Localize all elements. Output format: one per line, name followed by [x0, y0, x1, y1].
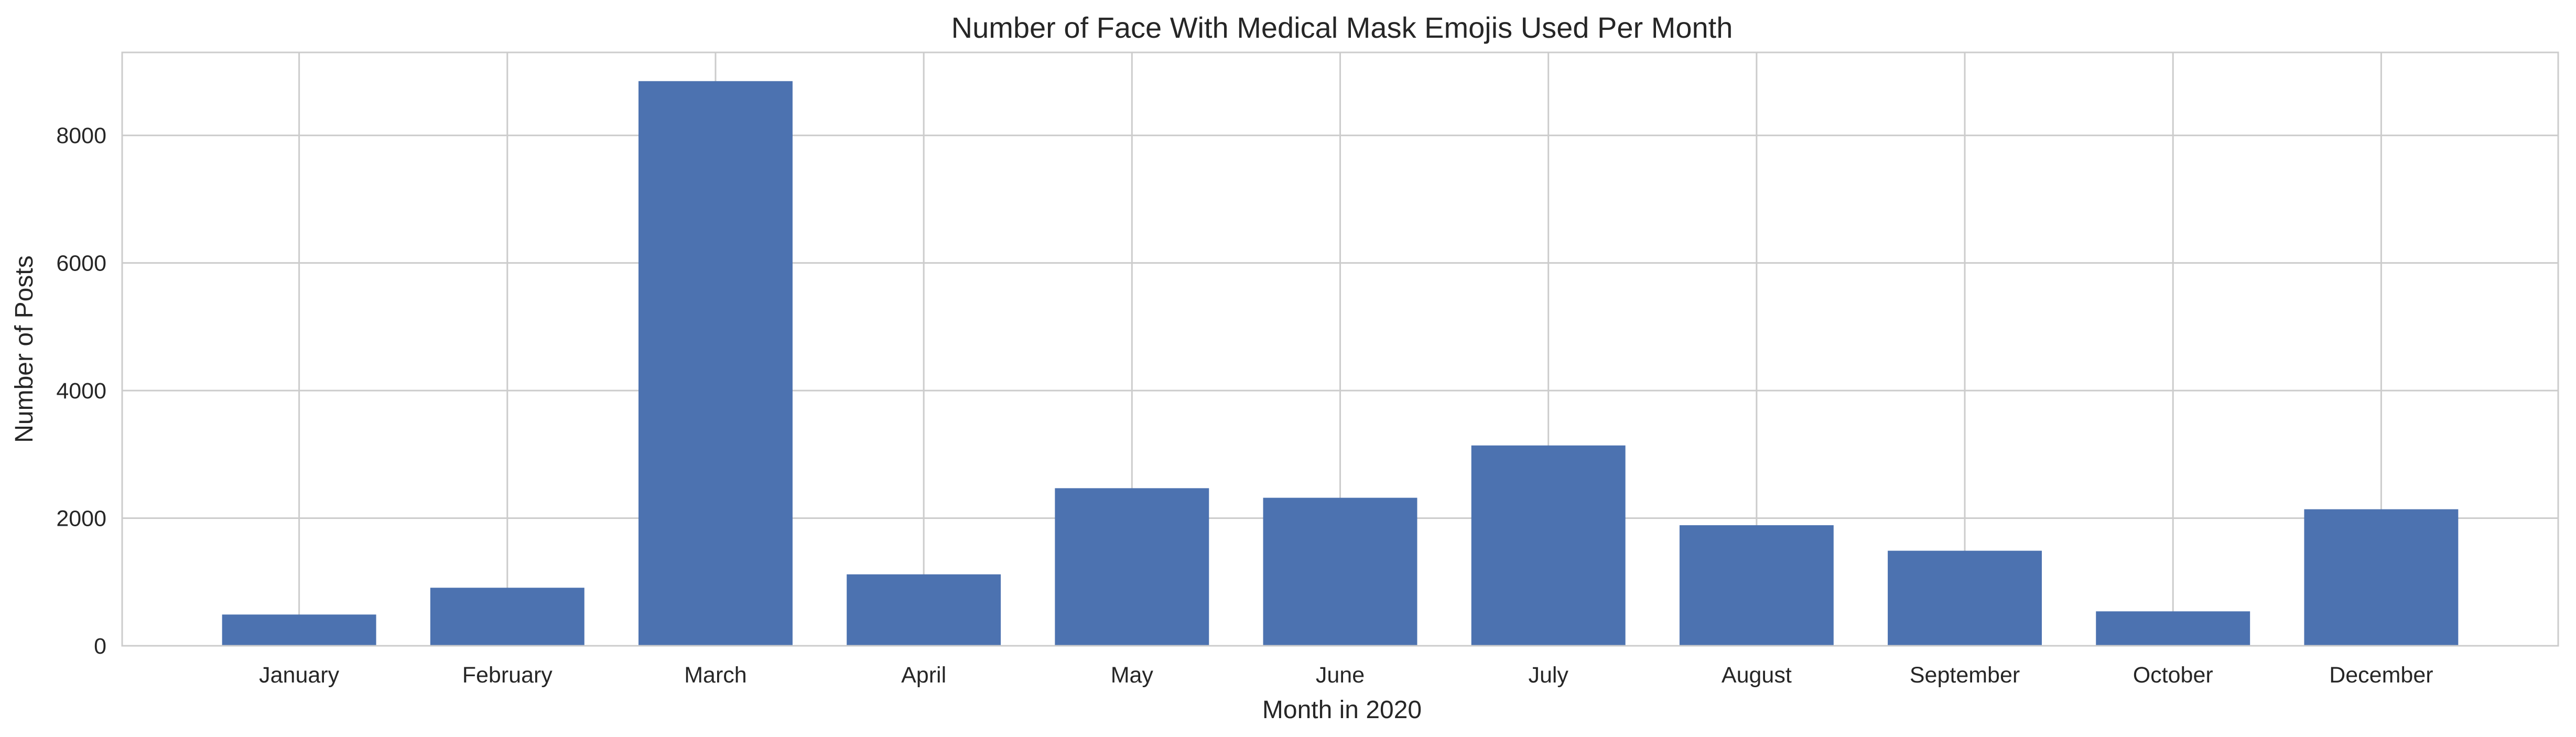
bar-october: [2096, 611, 2250, 646]
y-tick-label: 2000: [56, 506, 106, 532]
x-tick-label: June: [1316, 663, 1365, 688]
y-tick-label: 4000: [56, 378, 106, 404]
bar-january: [222, 614, 376, 646]
x-tick-label: January: [259, 663, 339, 688]
axes-frame: [121, 51, 2559, 647]
y-axis-label: Number of Posts: [10, 255, 38, 442]
x-axis-label: Month in 2020: [1262, 696, 1422, 724]
bars: [222, 81, 2459, 646]
bar-june: [1263, 497, 1417, 646]
bar-december: [2304, 509, 2459, 646]
bar-february: [430, 588, 585, 646]
y-tick-label: 0: [94, 634, 106, 659]
x-tick-label: March: [684, 663, 746, 688]
bar-september: [1888, 550, 2042, 646]
x-tick-label: September: [1910, 663, 2020, 688]
x-tick-labels: January February March April May June July Augu…: [259, 663, 2433, 688]
y-tick-labels: 0 2000 4000 6000 8000: [56, 123, 106, 659]
x-tick-label: February: [462, 663, 553, 688]
y-tick-label: 6000: [56, 251, 106, 276]
bar-april: [847, 574, 1001, 646]
x-tick-label: August: [1722, 663, 1792, 688]
bar-august: [1679, 525, 1834, 646]
x-tick-label: April: [901, 663, 946, 688]
x-tick-label: October: [2133, 663, 2213, 688]
bar-july: [1471, 445, 1626, 646]
x-tick-label: July: [1528, 663, 1568, 688]
bar-may: [1055, 488, 1209, 646]
y-tick-label: 8000: [56, 123, 106, 148]
chart-title: Number of Face With Medical Mask Emojis …: [951, 11, 1733, 44]
bar-march: [638, 81, 793, 646]
x-tick-label: May: [1111, 663, 1154, 688]
x-tick-label: December: [2329, 663, 2433, 688]
